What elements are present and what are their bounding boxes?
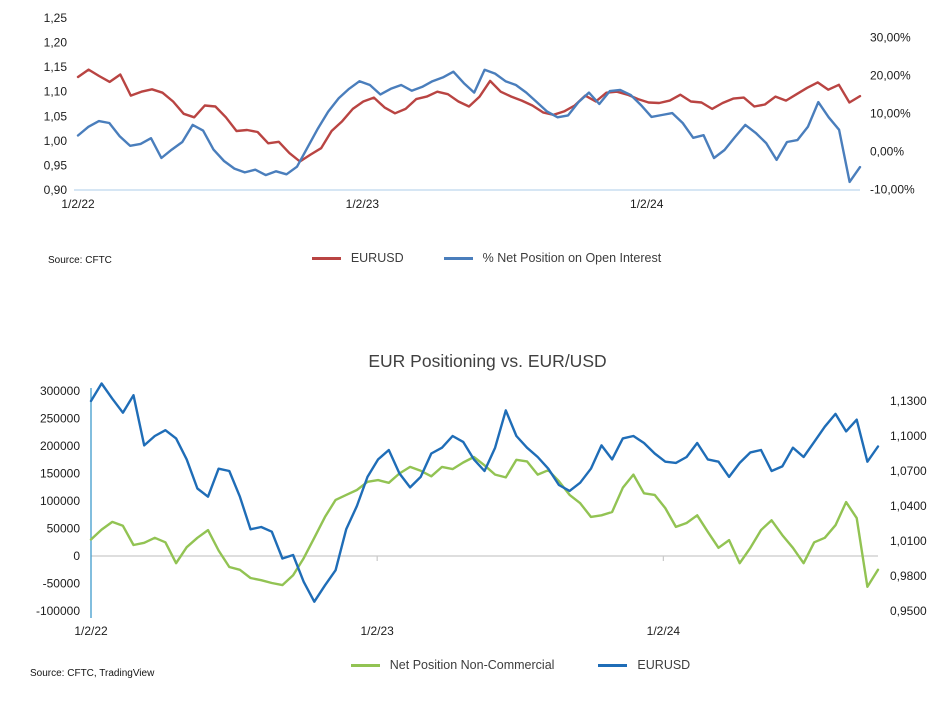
x-axis-tick-label: 1/2/22: [61, 197, 95, 211]
right-axis-tick-label: 0,9800: [890, 569, 927, 583]
legend-item-eurusd: EURUSD: [311, 251, 404, 265]
right-axis-tick-label: 30,00%: [870, 30, 911, 44]
x-axis-tick-label: 1/2/23: [346, 197, 380, 211]
left-axis-tick-label: 1,15: [44, 60, 68, 74]
series-line--net-position-on-open-interest: [76, 68, 862, 184]
net-position-pct-line-swatch: [443, 256, 473, 260]
left-axis-tick-label: 200000: [40, 439, 80, 453]
left-axis-tick-label: -100000: [36, 604, 80, 618]
bottom-chart-legend: Net Position Non-Commercial EURUSD: [46, 658, 949, 672]
series-line-eurusd: [89, 382, 880, 603]
left-axis-tick-label: 250000: [40, 412, 80, 426]
legend-label-net-position: Net Position Non-Commercial: [389, 658, 555, 672]
left-axis-tick-label: 1,00: [44, 134, 68, 148]
right-axis-tick-label: 10,00%: [870, 107, 911, 121]
right-axis-tick-label: 1,0100: [890, 534, 927, 548]
left-axis-tick-label: 0,90: [44, 183, 68, 197]
right-axis-tick-label: 1,1000: [890, 429, 927, 443]
legend-item-net-position: Net Position Non-Commercial: [350, 658, 555, 672]
left-axis-tick-label: 300000: [40, 384, 80, 398]
eurusd-bottom-line-swatch: [598, 663, 628, 667]
bottom-chart-title: EUR Positioning vs. EUR/USD: [368, 351, 607, 371]
right-axis-tick-label: 1,0400: [890, 499, 927, 513]
legend-item-net-position-pct: % Net Position on Open Interest: [443, 251, 662, 265]
x-axis-tick-label: 1/2/22: [74, 624, 108, 638]
right-axis-tick-label: 0,9500: [890, 604, 927, 618]
left-axis-tick-label: 0,95: [44, 158, 68, 172]
legend-label-eurusd-bottom: EURUSD: [637, 658, 691, 672]
left-axis-tick-label: 1,10: [44, 85, 68, 99]
right-axis-tick-label: 20,00%: [870, 68, 911, 82]
left-axis-tick-label: 150000: [40, 467, 80, 481]
left-axis-tick-label: 1,25: [44, 11, 68, 25]
right-axis-tick-label: 0,00%: [870, 145, 904, 159]
legend-label-net-position-pct: % Net Position on Open Interest: [482, 251, 662, 265]
legend-label-eurusd: EURUSD: [350, 251, 404, 265]
left-axis-tick-label: 1,05: [44, 109, 68, 123]
right-axis-tick-label: 1,1300: [890, 394, 927, 408]
top-chart-canvas: 1,25 1,20 1,15 1,10 1,05 1,00 0,95 0,90 30,00% 20…: [44, 11, 915, 211]
right-axis-tick-label: -10,00%: [870, 183, 915, 197]
series-line-eurusd: [76, 68, 862, 163]
left-axis-tick-label: 0: [73, 549, 80, 563]
left-axis-tick-label: 100000: [40, 494, 80, 508]
bottom-chart-canvas: 300000 250000 200000 150000 100000 50000 0 -500…: [36, 382, 927, 638]
legend-item-eurusd-bottom: EURUSD: [598, 658, 690, 672]
series-line-net-position-non-commercial: [89, 455, 880, 589]
eurusd-line-swatch: [311, 256, 341, 260]
right-axis-tick-label: 1,0700: [890, 464, 927, 478]
left-axis-tick-label: 50000: [47, 522, 81, 536]
top-chart-source: Source: CFTC: [48, 255, 112, 266]
x-axis-tick-label: 1/2/24: [630, 197, 664, 211]
top-chart-legend: EURUSD % Net Position on Open Interest: [12, 251, 949, 265]
left-axis-tick-label: -50000: [43, 577, 81, 591]
x-axis-tick-label: 1/2/23: [360, 624, 394, 638]
net-position-line-swatch: [350, 663, 380, 667]
left-axis-tick-label: 1,20: [44, 36, 68, 50]
x-axis-tick-label: 1/2/24: [647, 624, 681, 638]
bottom-chart-source: Source: CFTC, TradingView: [30, 668, 155, 679]
